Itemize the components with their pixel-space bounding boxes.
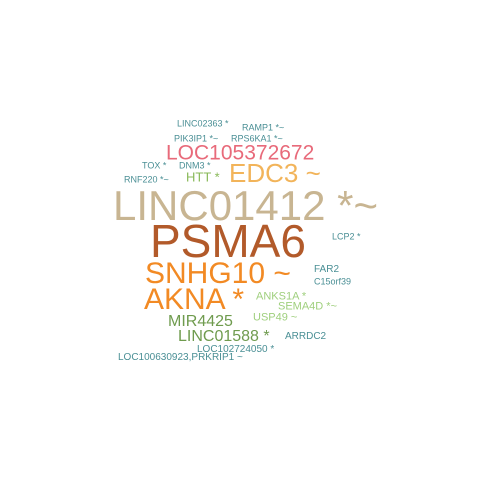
word-snhg10: SNHG10 ~ (145, 257, 291, 290)
word-akna: AKNA * (144, 283, 245, 316)
word-rps6ka1: RPS6KA1 *~ (231, 133, 283, 144)
word-usp49: USP49 ~ (253, 311, 298, 324)
word-lcp2: LCP2 * (332, 231, 361, 242)
word-edc3: EDC3 ~ (229, 158, 321, 188)
word-arrdc2: ARRDC2 (285, 331, 327, 342)
word-dnm3: DNM3 * (179, 160, 211, 171)
word-rnf220: RNF220 *~ (124, 174, 169, 185)
word-loc105372672: LOC105372672 (166, 141, 315, 165)
word-htt: HTT * (186, 169, 220, 185)
word-mir4425: MIR4425 (168, 313, 233, 330)
word-linc01588: LINC01588 * (178, 328, 270, 345)
word-psma6: PSMA6 (150, 215, 306, 267)
word-anks1a: ANKS1A * (256, 290, 307, 303)
word-linc01412: LINC01412 *~ (113, 182, 379, 229)
word-loc102724050: LOC102724050 * (197, 344, 275, 355)
word-sema4d: SEMA4D *~ (278, 300, 337, 313)
word-c15orf39: C15orf39 (314, 276, 352, 287)
word-tox: TOX * (142, 160, 167, 171)
word-linc02363: LINC02363 * (177, 118, 229, 129)
word-ramp1: RAMP1 *~ (242, 122, 285, 133)
word-pik3ip1: PIK3IP1 *~ (174, 133, 219, 144)
word-far2: FAR2 (314, 264, 340, 275)
word-loc100630923-prkrip1: LOC100630923,PRKRIP1 ~ (118, 352, 243, 363)
